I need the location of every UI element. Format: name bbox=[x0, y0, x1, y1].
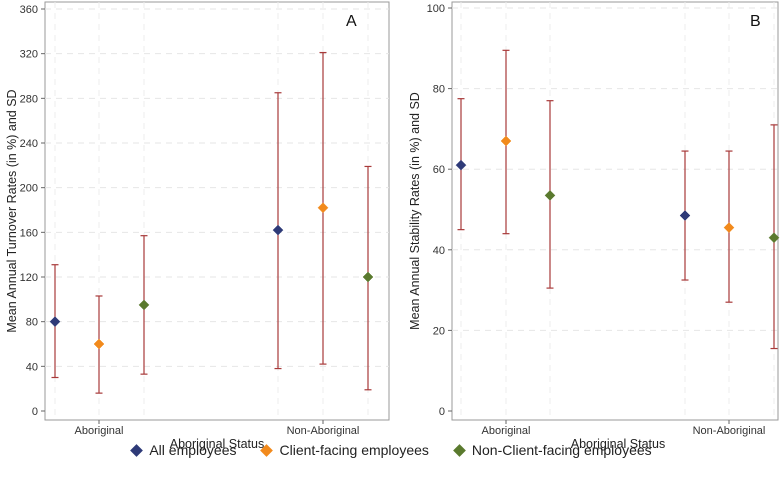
data-point bbox=[138, 299, 150, 311]
y-tick-label: 320 bbox=[20, 49, 38, 61]
x-tick-label: Aboriginal bbox=[482, 425, 531, 437]
data-point bbox=[544, 190, 556, 201]
panel-a-x-axis-title: Aboriginal Status bbox=[170, 437, 265, 451]
y-tick-label: 40 bbox=[433, 245, 445, 257]
x-tick-label: Non-Aboriginal bbox=[693, 425, 766, 437]
legend: All employees Client-facing employees No… bbox=[0, 438, 784, 462]
y-tick-label: 100 bbox=[427, 3, 445, 15]
y-tick-label: 0 bbox=[32, 406, 38, 418]
diamond-marker-icon bbox=[260, 443, 274, 457]
panel-a-label: A bbox=[346, 13, 357, 30]
data-point bbox=[317, 202, 329, 214]
data-point bbox=[768, 232, 780, 244]
legend-item-client-facing: Client-facing employees bbox=[260, 442, 429, 458]
legend-label: Non-Client-facing employees bbox=[471, 442, 652, 458]
y-tick-label: 20 bbox=[433, 325, 445, 337]
y-tick-label: 160 bbox=[20, 227, 38, 239]
y-tick-label: 280 bbox=[20, 93, 38, 105]
legend-label: Client-facing employees bbox=[279, 442, 429, 458]
data-point bbox=[723, 222, 735, 233]
panel-a-points bbox=[49, 202, 374, 350]
y-tick-label: 0 bbox=[439, 406, 445, 418]
y-tick-label: 240 bbox=[20, 138, 38, 150]
panel-b-x-ticks: Aboriginal Non-Aboriginal bbox=[482, 420, 766, 437]
panel-a: 0 40 80 120 160 200 240 280 320 360 Aboriginal Non… bbox=[5, 1, 390, 451]
diamond-marker-icon bbox=[453, 443, 466, 457]
panel-a-x-ticks: Aboriginal Non-Aboriginal bbox=[75, 420, 360, 437]
data-point bbox=[679, 210, 691, 221]
data-point bbox=[500, 135, 512, 147]
data-point bbox=[49, 316, 61, 328]
y-tick-label: 40 bbox=[26, 361, 38, 373]
data-point bbox=[272, 224, 284, 236]
panel-b-y-axis-title: Mean Annual Stability Rates (in %) and S… bbox=[408, 92, 422, 330]
data-point bbox=[362, 271, 374, 283]
panel-a-y-ticks: 0 40 80 120 160 200 240 280 320 360 bbox=[20, 4, 45, 418]
panel-a-frame bbox=[44, 1, 390, 421]
diamond-marker-icon bbox=[130, 443, 144, 457]
y-tick-label: 80 bbox=[433, 84, 445, 96]
x-tick-label: Aboriginal bbox=[75, 425, 124, 437]
panel-b-y-ticks: 0 20 40 60 80 100 bbox=[427, 3, 452, 418]
y-tick-label: 200 bbox=[20, 183, 38, 195]
panel-b-x-axis-title: Aboriginal Status bbox=[571, 437, 666, 451]
y-tick-label: 360 bbox=[20, 4, 38, 16]
y-tick-label: 60 bbox=[433, 164, 445, 176]
legend-item-non-client-facing: Non-Client-facing employees bbox=[453, 442, 652, 458]
legend-item-all-employees: All employees bbox=[130, 442, 237, 458]
y-tick-label: 80 bbox=[26, 317, 38, 329]
panel-b-label: B bbox=[750, 13, 761, 30]
y-tick-label: 120 bbox=[20, 272, 38, 284]
data-point bbox=[93, 338, 105, 350]
x-tick-label: Non-Aboriginal bbox=[287, 425, 360, 437]
panel-b-points bbox=[455, 135, 780, 244]
panel-a-y-axis-title: Mean Annual Turnover Rates (in %) and SD bbox=[5, 89, 19, 332]
legend-label: All employees bbox=[149, 442, 237, 458]
data-point bbox=[455, 159, 467, 171]
